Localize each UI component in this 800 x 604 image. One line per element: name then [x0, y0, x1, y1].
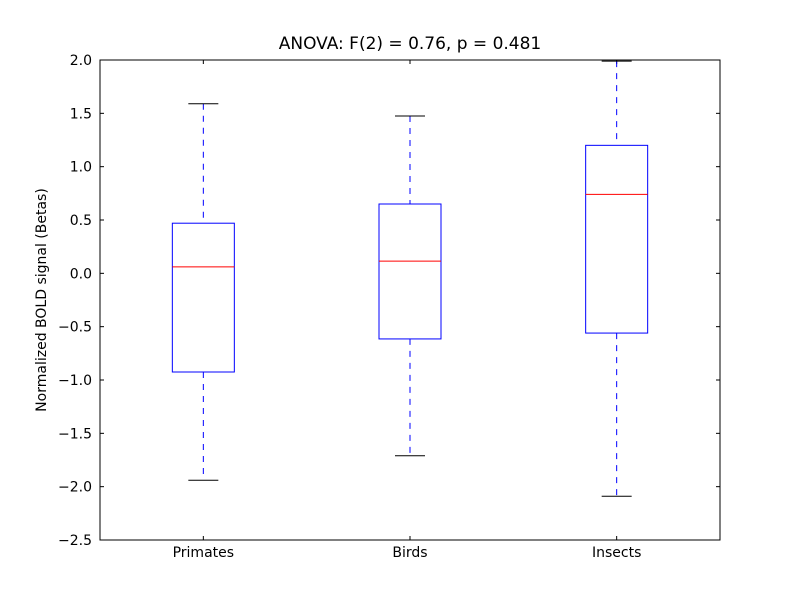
y-tick-label: −0.5 — [58, 320, 92, 336]
y-axis-label: Normalized BOLD signal (Betas) — [34, 188, 50, 412]
box-primates — [171, 222, 235, 373]
y-tick-label: −2.0 — [58, 480, 92, 496]
y-tick-label: 0.5 — [70, 213, 92, 229]
plot-area: −2.5 −2.0 −1.5 −1.0 −0.5 0.0 0.5 1.0 1.5 2.0 Prima… — [58, 53, 720, 561]
box-insects — [585, 144, 649, 334]
axes-frame — [99, 59, 721, 541]
y-tick-label: 2.0 — [70, 53, 92, 69]
x-tick-label: Birds — [392, 545, 427, 561]
y-tick-label: −1.0 — [58, 373, 92, 389]
y-tick-label: −2.5 — [58, 533, 92, 549]
y-tick-label: 0.0 — [70, 266, 92, 282]
x-tick-label: Insects — [592, 545, 641, 561]
box-birds — [378, 203, 442, 340]
chart-title: ANOVA: F(2) = 0.76, p = 0.481 — [279, 34, 542, 54]
y-tick-label: 1.0 — [70, 160, 92, 176]
y-tick-label: −1.5 — [58, 426, 92, 442]
x-tick-label: Primates — [173, 545, 234, 561]
y-tick-label: 1.5 — [70, 106, 92, 122]
